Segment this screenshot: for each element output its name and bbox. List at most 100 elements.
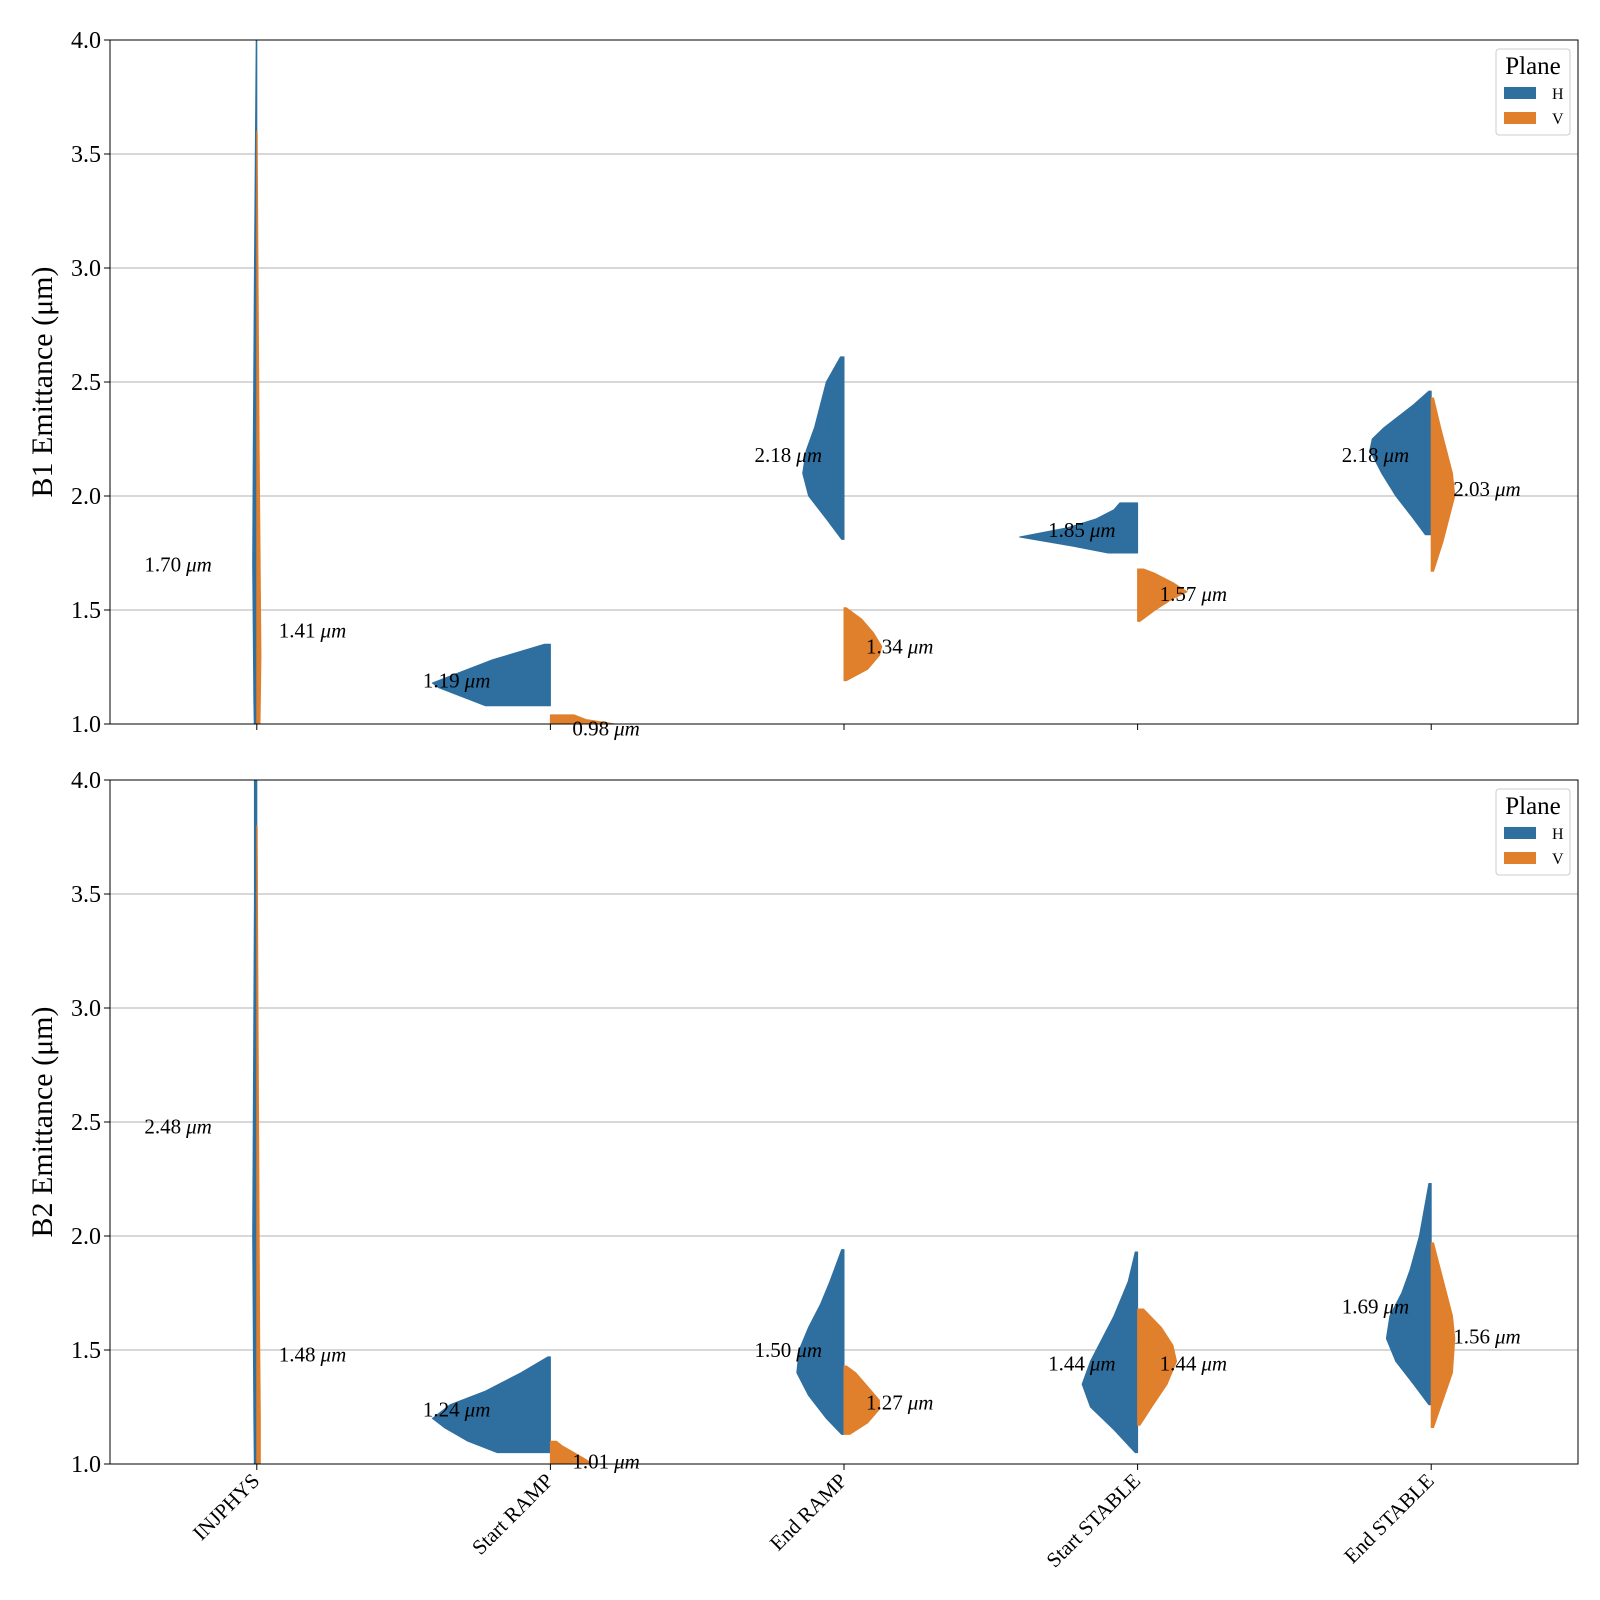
annotation-value: 2.48 [144,1115,181,1139]
annotation-h: 1.50 μm [755,1338,822,1362]
annotations: 1.70 μm1.19 μm2.18 μm1.85 μm2.18 μm1.41 μm0.98… [144,443,1520,741]
annotation-unit: μm [1200,1352,1227,1376]
annotation-h: 1.85 μm [1048,518,1115,542]
annotation-unit: μm [1382,443,1409,467]
legend: Plane H V [1495,48,1571,136]
annotation-value: 2.18 [1342,443,1379,467]
annotation-value: 1.27 [866,1390,903,1414]
annotation-value: 1.01 [572,1450,609,1474]
y-tick-label: 2.0 [71,484,101,510]
annotation-value: 1.34 [866,634,903,658]
annotation-unit: μm [464,669,491,693]
annotation-value: 1.56 [1453,1324,1490,1348]
violin-v-end-stable [1430,397,1456,572]
annotation-h: 1.70 μm [144,552,211,576]
annotation-v: 2.03 μm [1453,477,1520,501]
violin-h-start-stable [1081,1251,1139,1454]
annotation-unit: μm [1382,1295,1409,1319]
violin-v-end-ramp [843,607,883,682]
y-axis-label: B2 Emittance (μm) [26,1006,59,1237]
y-tick-label: 1.0 [71,712,101,738]
annotation-h: 2.18 μm [755,443,822,467]
annotation-unit: μm [1494,1324,1521,1348]
annotation-v: 1.56 μm [1453,1324,1520,1348]
violin-v-start-stable [1137,1308,1178,1426]
violin-h-end-stable [1369,390,1432,536]
annotation-h: 1.44 μm [1048,1352,1115,1376]
annotation-unit: μm [464,1397,491,1421]
x-tick-label: Start STABLE [1041,1469,1145,1573]
annotation-unit: μm [320,619,347,643]
annotation-v: 1.34 μm [866,634,933,658]
annotation-value: 2.18 [755,443,792,467]
y-axis-label: B1 Emittance (μm) [26,266,59,497]
annotation-value: 1.70 [144,552,181,576]
annotation-v: 1.48 μm [279,1343,346,1367]
annotation-value: 1.44 [1160,1352,1197,1376]
violin-h-start-ramp [431,643,551,707]
violin-v-start-ramp [549,1440,593,1464]
violin-h-injphys [252,40,258,724]
legend-label-v: V [1552,111,1564,128]
annotation-unit: μm [795,443,822,467]
annotation-h: 2.18 μm [1342,443,1409,467]
annotation-v: 1.44 μm [1160,1352,1227,1376]
annotation-value: 1.48 [279,1343,316,1367]
annotation-unit: μm [907,634,934,658]
annotation-unit: μm [1494,477,1521,501]
annotation-h: 1.24 μm [423,1397,490,1421]
annotation-v: 1.01 μm [572,1450,639,1474]
y-axis: 1.0 1.5 2.0 2.5 3.0 3.5 4.0 [71,28,110,738]
annotation-value: 1.24 [423,1397,460,1421]
x-tick-label: End RAMP [765,1469,852,1556]
y-tick-label: 3.5 [71,882,101,908]
y-tick-label: 3.0 [71,256,101,282]
y-tick-label: 4.0 [71,768,101,794]
violin-h-end-ramp [796,1249,845,1435]
annotation-unit: μm [613,717,640,741]
annotation-v: 1.41 μm [279,619,346,643]
annotation-unit: μm [185,552,212,576]
y-tick-label: 2.5 [71,370,101,396]
annotation-unit: μm [613,1450,640,1474]
violin-v-end-stable [1430,1242,1456,1429]
x-ticks [256,1464,1432,1470]
legend-swatch-h [1504,827,1536,839]
legend-label-v: V [1552,851,1564,868]
annotation-value: 1.85 [1048,518,1085,542]
annotation-v: 1.27 μm [866,1390,933,1414]
annotation-unit: μm [320,1343,347,1367]
annotation-unit: μm [907,1390,934,1414]
x-tick-label: End STABLE [1339,1469,1439,1569]
annotation-h: 2.48 μm [144,1115,211,1139]
category-labels: INJPHYS Start RAMP End RAMP Start STABLE End… [188,1469,1439,1573]
annotation-unit: μm [1089,518,1116,542]
x-tick-label: INJPHYS [188,1469,264,1545]
y-tick-label: 4.0 [71,28,101,54]
violin-v-injphys [256,825,261,1464]
annotation-value: 1.69 [1342,1295,1379,1319]
legend-label-h: H [1552,826,1564,843]
y-tick-label: 3.0 [71,996,101,1022]
annotation-unit: μm [1089,1352,1116,1376]
legend-label-h: H [1552,86,1564,103]
annotation-value: 2.03 [1453,477,1490,501]
violin-v-end-ramp [843,1365,880,1435]
legend-swatch-h [1504,87,1536,99]
y-tick-label: 2.0 [71,1224,101,1250]
y-tick-label: 2.5 [71,1110,101,1136]
annotation-value: 0.98 [572,717,609,741]
y-axis: 1.0 1.5 2.0 2.5 3.0 3.5 4.0 [71,768,110,1478]
panel-b2: 1.01.52.02.53.03.54.0 2.48 μm1.24 μm1.50 μm… [26,768,1579,1478]
y-tick-label: 1.5 [71,598,101,624]
annotation-value: 1.50 [755,1338,792,1362]
annotations: 2.48 μm1.24 μm1.50 μm1.44 μm1.69 μm1.48 μm1.01… [144,1115,1520,1474]
annotation-value: 1.57 [1160,582,1197,606]
annotation-h: 1.69 μm [1342,1295,1409,1319]
violin-v-start-ramp [549,714,616,724]
annotation-unit: μm [795,1338,822,1362]
annotation-v: 0.98 μm [572,717,639,741]
violin-h-start-ramp [431,1356,551,1454]
annotation-value: 1.41 [279,619,316,643]
